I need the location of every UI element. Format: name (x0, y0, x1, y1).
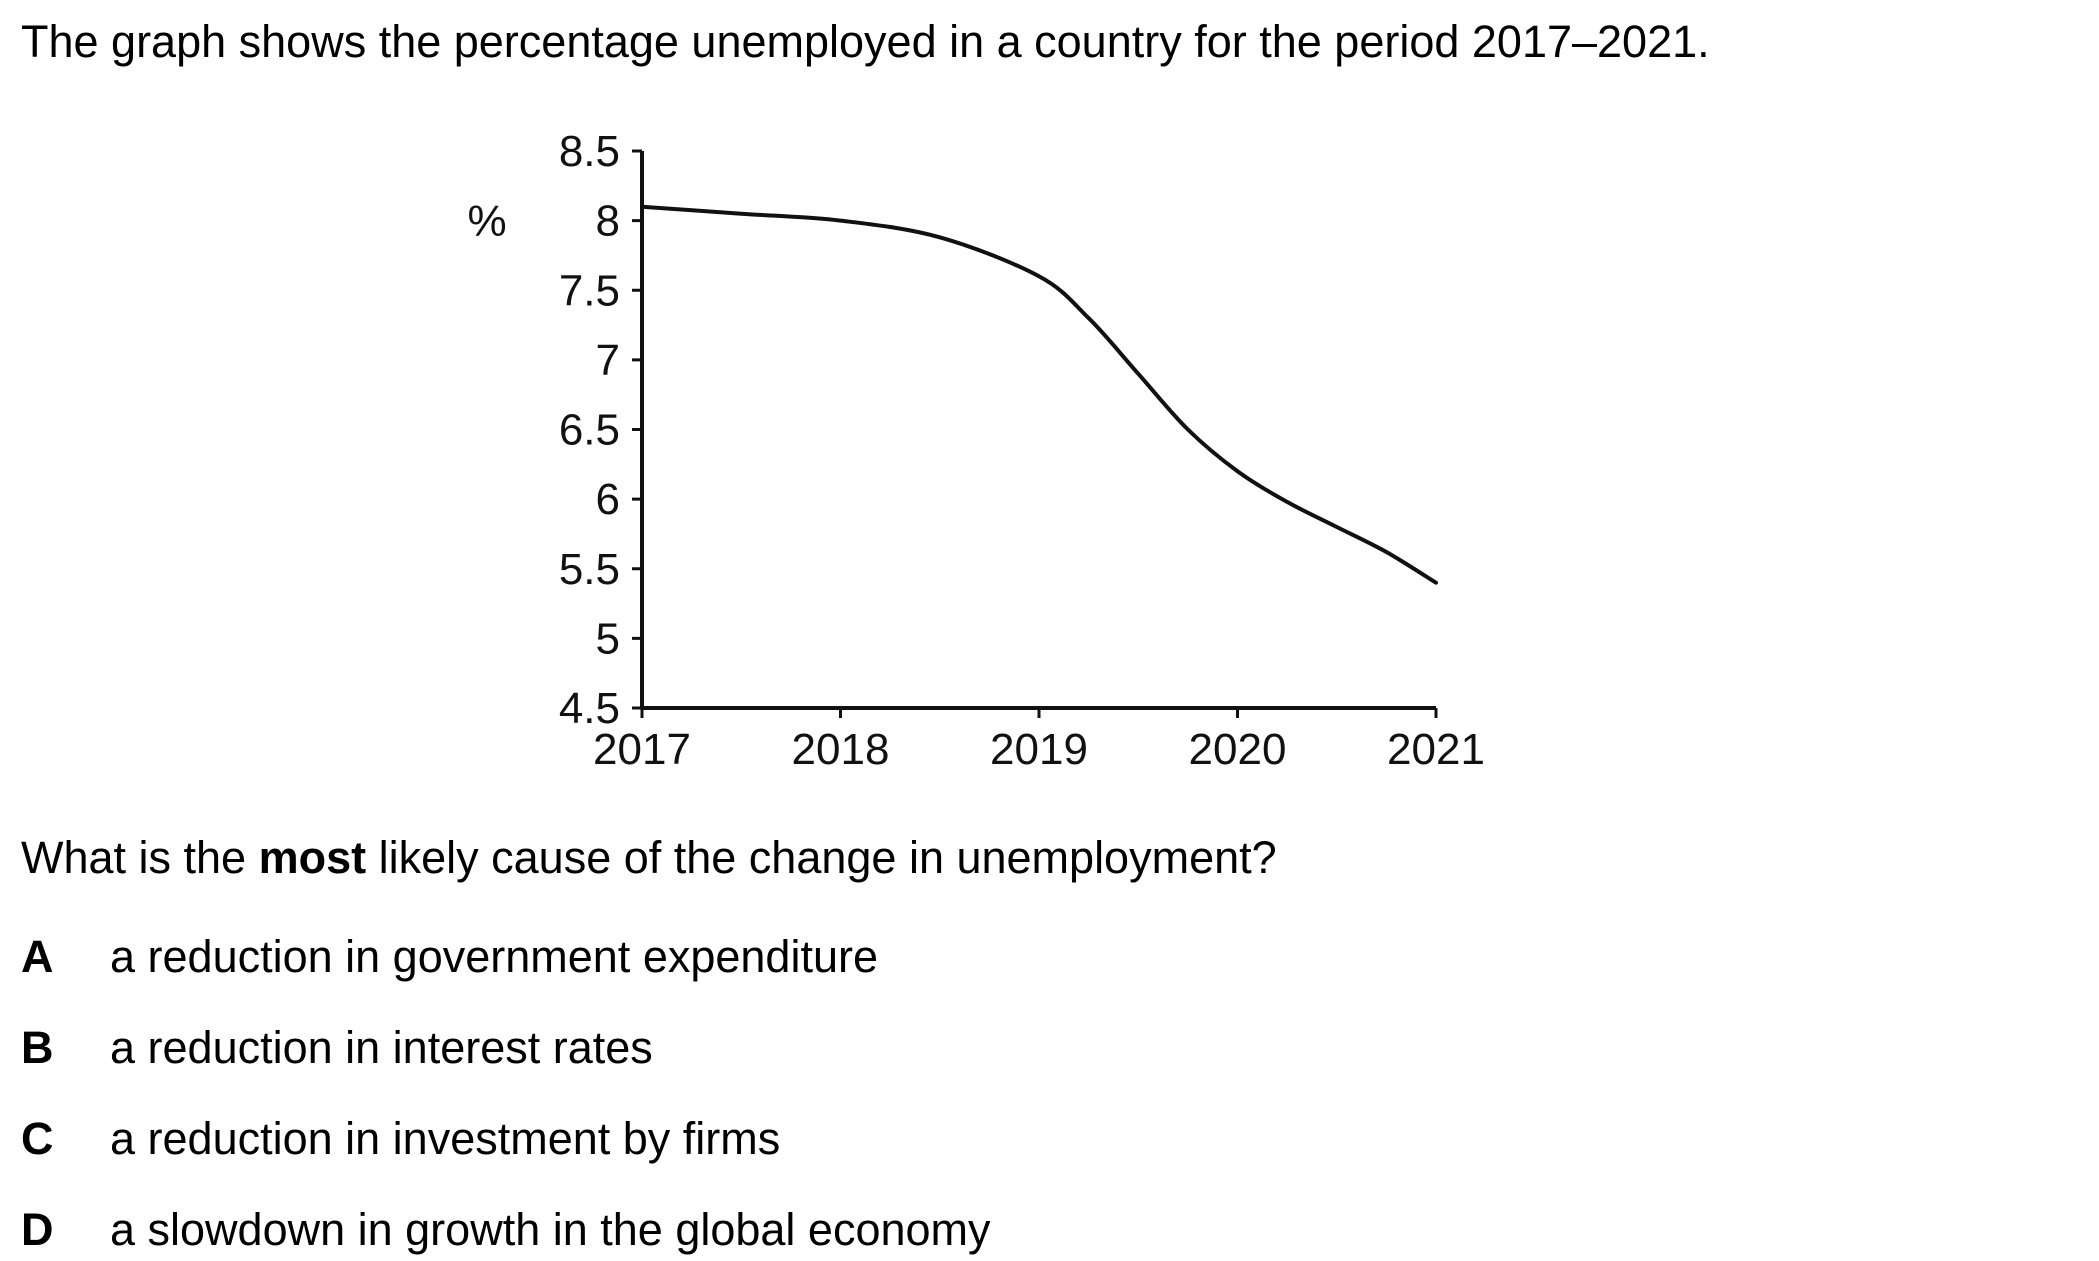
y-tick-label: 7 (596, 336, 620, 385)
option-text: a reduction in investment by firms (110, 1113, 781, 1164)
x-axis-ticks: 2017 2018 2019 2020 2021 (593, 708, 1485, 774)
option-letter: D (21, 1204, 54, 1255)
option-letter: A (21, 931, 54, 982)
x-tick-label: 2017 (593, 725, 691, 774)
question-text-end: likely cause of the change in unemployme… (366, 832, 1277, 883)
x-tick-label: 2021 (1387, 725, 1485, 774)
y-tick-label: 7.5 (559, 266, 620, 315)
question-text-start: What is the (21, 832, 259, 883)
y-tick-label: 8.5 (559, 127, 620, 176)
y-axis-label: % (467, 197, 506, 246)
x-tick-label: 2018 (792, 725, 890, 774)
y-tick-label: 8 (596, 197, 620, 246)
option-text: a reduction in government expenditure (110, 931, 878, 982)
question-emphasis: most (258, 832, 367, 883)
unemployment-series-line (640, 204, 1438, 585)
y-axis-ticks: 8.5 8 7.5 7 6.5 6 5.5 5 4.5 (559, 127, 642, 733)
question-stem: What is the most likely cause of the cha… (21, 830, 1277, 886)
option-letter: C (21, 1113, 54, 1164)
y-tick-label: 6 (596, 475, 620, 524)
option-text: a reduction in interest rates (110, 1022, 653, 1073)
y-tick-label: 6.5 (559, 406, 620, 455)
y-tick-label: 5.5 (559, 545, 620, 594)
x-tick-label: 2019 (990, 725, 1088, 774)
option-text: a slowdown in growth in the global econo… (110, 1204, 991, 1255)
question-intro: The graph shows the percentage unemploye… (21, 16, 1710, 67)
y-tick-label: 4.5 (559, 684, 620, 733)
option-letter: B (21, 1022, 54, 1073)
x-tick-label: 2020 (1189, 725, 1287, 774)
y-tick-label: 5 (596, 614, 620, 663)
